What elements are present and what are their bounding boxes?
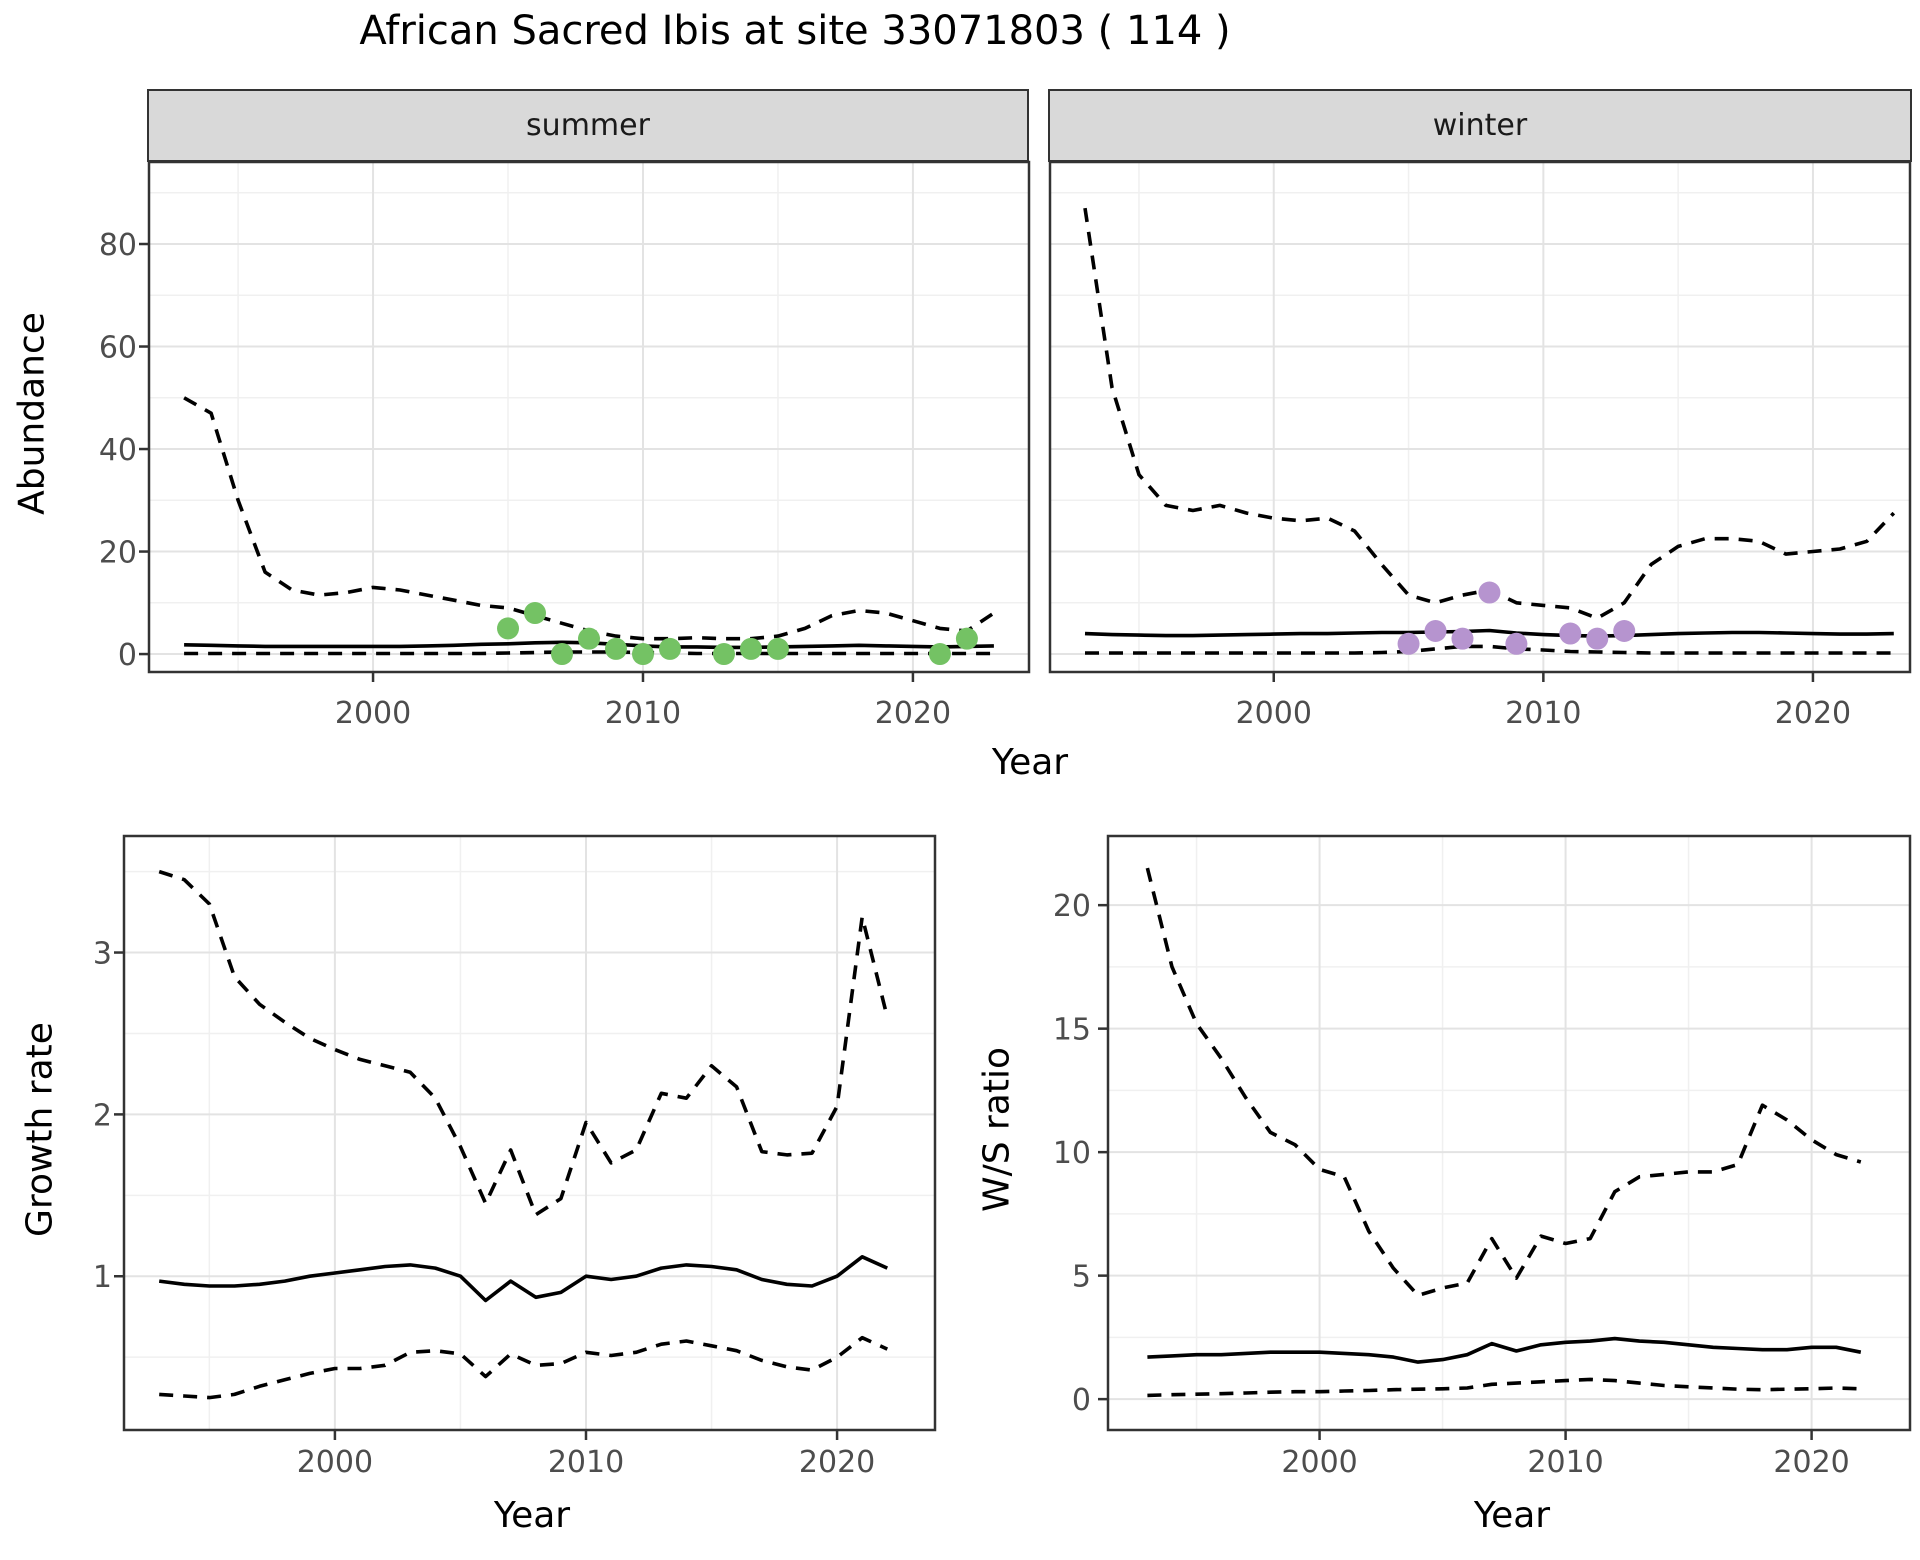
abundance_winter-observation-point [1559,622,1582,645]
abundance_summer-observation-point [658,637,681,660]
growth_rate-upper_ci-line [158,869,890,1217]
x-tick-label: 2020 [799,1445,875,1480]
x-tick-label: 2010 [1527,1445,1603,1480]
abundance_summer-observation-point [739,637,762,660]
y-tick-label: 80 [99,228,137,263]
abundance_winter-lower_ci-line [1085,644,1894,655]
growth_rate-panel-background [124,836,935,1430]
y-tick-label: 2 [93,1098,112,1133]
abundance_winter-observation-point [1397,632,1420,655]
ws-ratio-axis-title: W/S ratio [976,1046,1018,1213]
abundance_winter-median-line [1084,628,1894,638]
facet-strip-summer: summer [147,89,1029,162]
ws_ratio-panel-background [1108,836,1910,1430]
abundance_summer-observation-point [928,643,951,666]
ws_ratio-median-line [1147,1336,1862,1364]
x-tick-label: 2020 [875,696,951,731]
abundance_summer-observation-point [766,637,789,660]
y-tick-label: 0 [1072,1383,1091,1418]
x-tick-label: 2020 [1773,1445,1849,1480]
ws_ratio-panel-border [1106,834,1912,1432]
growth_rate-median-line [158,1255,889,1303]
y-tick-label: 1 [93,1260,112,1295]
abundance_winter-observation-point [1505,632,1528,655]
abundance_summer-panel-border [147,160,1031,674]
y-tick-label: 20 [99,536,137,571]
abundance_summer-observation-point [604,637,627,660]
ws_ratio-upper_ci-line [1145,867,1862,1298]
x-tick-label: 2000 [1281,1445,1357,1480]
y-tick-label: 15 [1053,1013,1091,1048]
y-tick-label: 10 [1053,1136,1091,1171]
abundance_winter-panel-border [1048,160,1912,674]
abundance_summer-panel-background [149,162,1029,672]
abundance_summer-observation-point [551,643,574,666]
y-tick-label: 20 [1053,889,1091,924]
growth-rate-axis-title: Growth rate [19,1022,61,1237]
facet-strip-winter: winter [1048,89,1912,162]
facet-strip-summer-label: summer [526,108,650,143]
abundance_summer-observation-point [578,627,600,650]
y-tick-label: 60 [99,331,137,366]
year-axis-title-bottom-right: Year [1473,1495,1551,1536]
y-tick-label: 40 [99,433,137,468]
abundance_winter-observation-point [1478,581,1501,604]
x-tick-label: 2000 [335,696,411,731]
facet-strip-winter-label: winter [1432,108,1528,143]
x-tick-label: 2000 [297,1445,373,1480]
abundance_summer-observation-point [631,643,654,666]
abundance-axis-title: Abundance [11,312,53,515]
year-axis-title-top: Year [991,742,1069,783]
x-tick-label: 2010 [548,1445,624,1480]
abundance_summer-observation-point [712,643,735,666]
y-tick-label: 3 [93,937,112,972]
x-tick-label: 2020 [1775,696,1851,731]
y-tick-label: 0 [118,638,137,673]
year-axis-title-bottom-left: Year [493,1495,571,1536]
growth_rate-panel-border [122,834,937,1432]
abundance_winter-observation-point [1451,627,1474,650]
abundance_winter-observation-point [1586,627,1609,650]
x-tick-label: 2010 [1505,696,1581,731]
page-title: African Sacred Ibis at site 33071803 ( 1… [359,8,1231,54]
abundance_summer-observation-point [497,617,520,640]
x-tick-label: 2010 [605,696,681,731]
abundance_winter-observation-point [1613,619,1636,642]
x-tick-label: 2000 [1236,696,1312,731]
abundance_winter-observation-point [1424,619,1447,642]
growth_rate-lower_ci-line [159,1335,889,1400]
abundance_summer-observation-point [955,627,978,650]
abundance_summer-observation-point [524,602,547,625]
abundance_summer-lower_ci-line [184,650,994,656]
y-tick-label: 5 [1072,1260,1091,1295]
